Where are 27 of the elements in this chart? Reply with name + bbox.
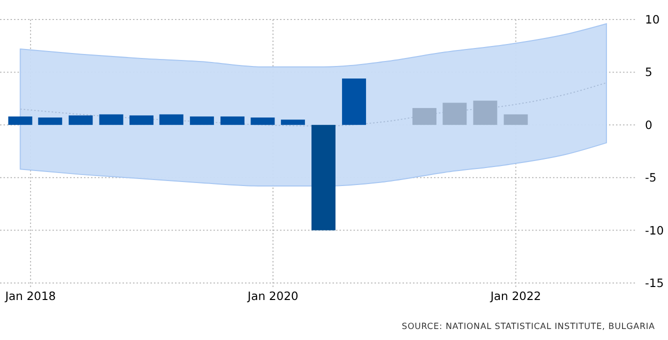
bar [473,100,498,125]
x-tick-label: Jan 2022 [489,289,542,303]
y-tick-label: -15 [645,276,664,290]
y-tick-label: -5 [645,170,656,185]
bar [220,116,244,125]
bar [99,114,124,125]
line-series [20,82,607,126]
bar [250,118,275,125]
source-note: SOURCE: NATIONAL STATISTICAL INSTITUTE, BULGARIA [402,322,655,332]
x-tick-label: Jan 2020 [246,289,298,303]
y-tick-label: 10 [645,12,660,27]
y-tick-label: -10 [645,223,664,238]
bar [38,118,62,125]
bar [442,102,467,125]
bar [190,116,214,125]
bar [280,120,305,125]
bar [412,108,436,125]
bar [159,114,184,125]
bar [504,114,528,125]
bar [8,116,32,125]
bar [311,124,336,230]
bar [129,115,154,125]
bar [68,115,93,125]
y-tick-label: 0 [645,118,652,132]
bar [342,78,366,125]
y-tick-label: 5 [645,65,652,80]
x-tick-label: Jan 2018 [4,289,56,303]
